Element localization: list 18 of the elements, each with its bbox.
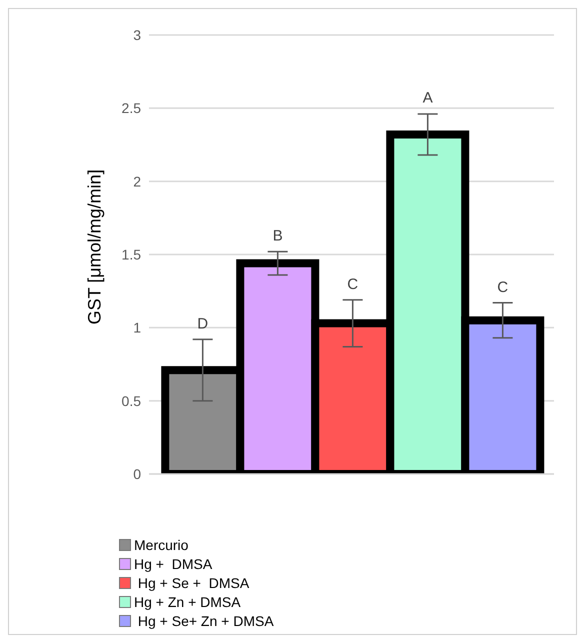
y-tick-label: 1 [133,320,142,336]
annotation: D [197,316,208,333]
legend-label: Hg + Zn + DMSA [134,594,241,610]
y-tick-label: 2.5 [122,100,142,116]
annotation: A [422,89,433,106]
legend-label: Hg + DMSA [134,556,212,572]
annotation: C [347,276,358,294]
y-tick-label: 2 [133,173,142,190]
annotation: B [272,228,283,245]
annotation: C [497,278,508,296]
y-tick-label: 1.5 [122,246,142,262]
legend-label: Hg + Se+ Zn + DMSA [136,612,274,628]
y-tick-label: 0 [133,466,142,482]
legend-label: Hg + Se + DMSA [136,574,250,590]
legend-label: Mercurio [134,536,188,552]
y-tick-label: 0.5 [122,392,142,409]
y-axis-title: GST [μmol/mg/min] [84,169,104,324]
y-tick-label: 3 [133,26,142,43]
